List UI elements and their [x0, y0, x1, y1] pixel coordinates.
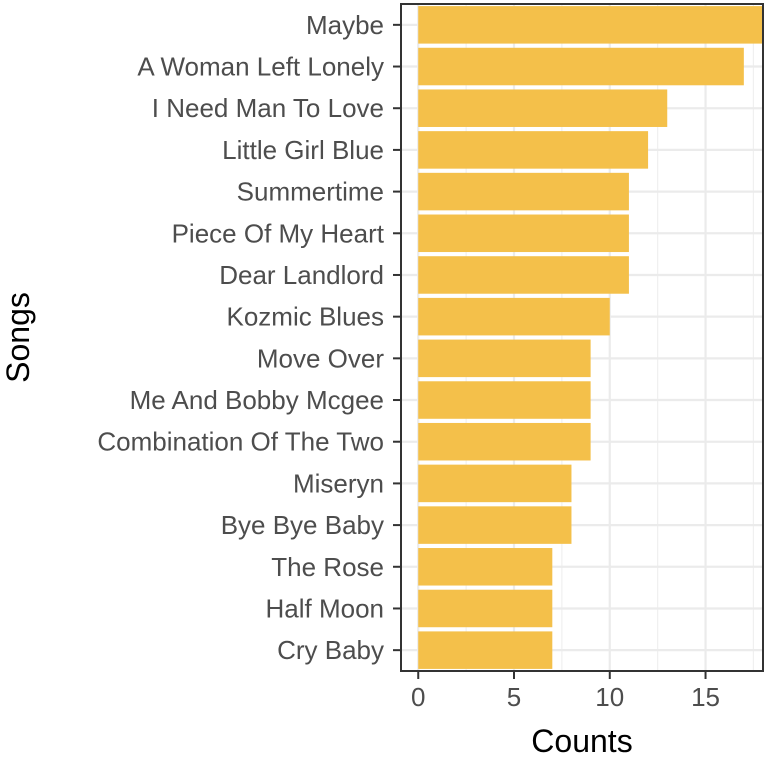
y-tick-label: Piece Of My Heart [172, 218, 385, 248]
y-tick-label: Bye Bye Baby [221, 510, 384, 540]
y-tick-label: Cry Baby [277, 635, 384, 665]
x-axis-ticks: 0 5 10 15 [411, 671, 720, 712]
bar [418, 548, 553, 586]
y-tick-label: Maybe [306, 10, 384, 40]
bar [418, 339, 591, 378]
x-tick-label: 10 [595, 682, 624, 712]
x-tick-label: 0 [411, 682, 425, 712]
bar [418, 631, 553, 669]
y-tick-label: Summertime [237, 177, 384, 207]
bar [418, 464, 572, 503]
y-tick-label: I Need Man To Love [152, 93, 384, 123]
bar [418, 422, 591, 461]
bar [418, 506, 572, 544]
bar [418, 47, 744, 86]
y-tick-label: Me And Bobby Mcgee [130, 385, 384, 415]
y-tick-label: Dear Landlord [219, 260, 384, 290]
bar [418, 381, 591, 419]
bar [418, 172, 629, 211]
x-tick-label: 5 [507, 682, 521, 712]
y-tick-label: Combination Of The Two [97, 427, 384, 457]
plot-panel-border [400, 3, 764, 672]
y-tick-label: Miseryn [293, 468, 384, 498]
bar [418, 256, 629, 294]
bar [418, 214, 629, 253]
bar [418, 131, 649, 169]
bar [418, 297, 610, 336]
y-tick-label: Little Girl Blue [222, 135, 384, 165]
bar [418, 6, 763, 44]
bar [418, 89, 668, 127]
y-axis-ticks: Maybe A Woman Left Lonely I Need Man To Lo… [97, 10, 401, 665]
x-axis-title: Counts [531, 723, 632, 759]
bar [418, 589, 553, 628]
y-tick-label: Kozmic Blues [227, 302, 385, 332]
y-tick-label: A Woman Left Lonely [137, 52, 384, 82]
x-tick-label: 15 [691, 682, 720, 712]
y-tick-label: The Rose [271, 552, 384, 582]
y-axis-title: Songs [0, 292, 36, 383]
bars [418, 6, 763, 669]
y-tick-label: Half Moon [266, 593, 385, 623]
y-tick-label: Move Over [257, 343, 384, 373]
